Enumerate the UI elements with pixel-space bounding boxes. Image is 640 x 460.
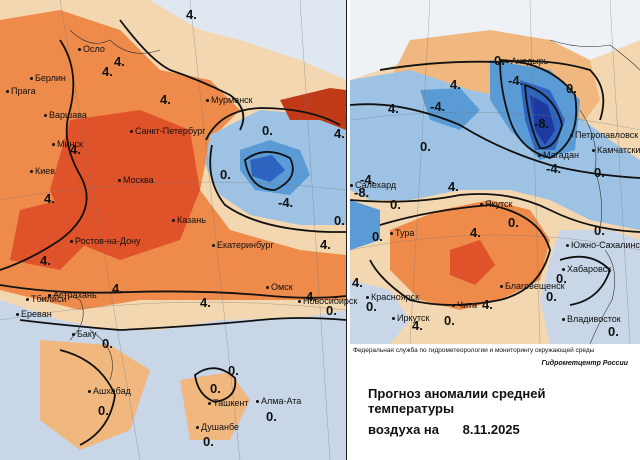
- city-label: Анадырь: [506, 56, 548, 66]
- isoline-value-label: 0.: [594, 165, 605, 180]
- isoline-value-label: 0.: [228, 363, 239, 378]
- isoline-value-label: 0.: [390, 197, 401, 212]
- city-label: Чита: [452, 300, 477, 310]
- isoline-value-label: 0.: [203, 434, 214, 449]
- city-label: Осло: [78, 44, 105, 54]
- isoline-value-label: 4.: [306, 289, 317, 304]
- isoline-value-label: 0.: [220, 167, 231, 182]
- isoline-value-label: 4.: [70, 142, 81, 157]
- isoline-value-label: -4.: [546, 161, 562, 176]
- city-label: Казань: [172, 215, 206, 225]
- title-line-2: воздуха на 8.11.2025: [368, 422, 628, 437]
- city-label: Якутск: [480, 199, 513, 209]
- isoline-value-label: 0.: [102, 336, 113, 351]
- isoline-value-label: 4.: [388, 101, 399, 116]
- map-title: Прогноз аномалии средней температуры воз…: [368, 386, 628, 437]
- isoline-value-label: 4.: [412, 318, 423, 333]
- isoline-value-label: 0.: [262, 123, 273, 138]
- city-label: Иркутск: [392, 313, 429, 323]
- isoline-value-label: 4.: [334, 126, 345, 141]
- isoline-value-label: 0.: [366, 299, 377, 314]
- city-label: Южно-Сахалинск: [566, 240, 640, 250]
- isoline-value-label: 4.: [482, 297, 493, 312]
- city-label: Хабаровск: [562, 264, 611, 274]
- isoline-value-label: 4.: [44, 191, 55, 206]
- isoline-value-label: 0.: [210, 381, 221, 396]
- isoline-value-label: 4.: [102, 64, 113, 79]
- city-label: Салехард: [350, 180, 396, 190]
- city-label: Тура: [390, 228, 414, 238]
- isoline-value-label: 4.: [200, 295, 211, 310]
- isoline-value-label: 0.: [546, 289, 557, 304]
- city-label: Ереван: [16, 309, 52, 319]
- agency-name: Федеральная служба по гидрометеорологии …: [353, 347, 595, 354]
- city-label: Новосибирск: [298, 296, 357, 306]
- city-label: Магадан: [538, 150, 579, 160]
- isoline-value-label: 0.: [494, 53, 505, 68]
- city-label: Киев: [30, 166, 55, 176]
- isoline-value-label: 0.: [556, 271, 567, 286]
- isoline-value-label: 4.: [320, 237, 331, 252]
- city-label: Благовещенск: [500, 281, 565, 291]
- isoline-value-label: -8.: [534, 116, 550, 131]
- isoline-value-label: -4.: [430, 99, 446, 114]
- isoline-value-label: 0.: [334, 213, 345, 228]
- isoline-value-label: 4.: [352, 275, 363, 290]
- city-label: Камчатский: [592, 145, 640, 155]
- city-label: Ташкент: [208, 398, 248, 408]
- title-line-1: Прогноз аномалии средней температуры: [368, 386, 546, 416]
- city-label: Ашхабад: [88, 386, 131, 396]
- isoline-value-label: 4.: [448, 179, 459, 194]
- map-west-svg: [0, 0, 346, 460]
- isoline-value-label: -4.: [508, 73, 524, 88]
- city-label: Екатеринбург: [212, 240, 274, 250]
- city-label: Прага: [6, 86, 36, 96]
- isoline-value-label: 4.: [112, 281, 123, 296]
- city-label: Варшава: [44, 110, 87, 120]
- isoline-value-label: 0.: [594, 223, 605, 238]
- isoline-value-label: 0.: [608, 324, 619, 339]
- isoline-value-label: 0.: [266, 409, 277, 424]
- isoline-value-label: 0.: [420, 139, 431, 154]
- city-label: Красноярск: [366, 292, 419, 302]
- isoline-value-label: 0.: [444, 313, 455, 328]
- isoline-value-label: 4.: [114, 54, 125, 69]
- city-label: Баку: [72, 329, 96, 339]
- title-line-2-prefix: воздуха на: [368, 422, 440, 437]
- isoline-value-label: 0.: [98, 403, 109, 418]
- city-label: Астрахань: [48, 290, 97, 300]
- city-label: Душанбе: [196, 422, 239, 432]
- city-label: Санкт-Петербург: [130, 126, 206, 136]
- city-label: Минск: [52, 139, 83, 149]
- city-label: Мурманск: [206, 95, 253, 105]
- city-label: Тбилиси: [26, 294, 67, 304]
- isoline-value-label: 4.: [186, 7, 197, 22]
- city-label: Москва: [118, 175, 154, 185]
- isoline-value-label: 0.: [372, 229, 383, 244]
- isoline-value-label: 4.: [40, 253, 51, 268]
- center-name: Гидрометцентр России: [541, 360, 629, 367]
- city-label: Берлин: [30, 73, 66, 83]
- city-label: Алма-Ата: [256, 396, 301, 406]
- city-label: Петропавловск: [570, 130, 638, 140]
- isoline-value-label: 0.: [326, 303, 337, 318]
- isoline-value-label: 0.: [508, 215, 519, 230]
- forecast-date: 8.11.2025: [462, 422, 520, 437]
- city-label: Омск: [266, 282, 293, 292]
- city-label: Ростов-на-Дону: [70, 236, 141, 246]
- isoline-value-label: -4.: [360, 172, 376, 187]
- panel-divider: [346, 0, 347, 460]
- city-label: Владивосток: [562, 314, 621, 324]
- map-panel-west: [0, 0, 346, 460]
- credit-block: Федеральная служба по гидрометеорологии …: [353, 346, 638, 370]
- isoline-value-label: 4.: [450, 77, 461, 92]
- isoline-value-label: -8.: [354, 185, 370, 200]
- isoline-value-label: 4.: [160, 92, 171, 107]
- isoline-value-label: -4.: [278, 195, 294, 210]
- isoline-value-label: 4.: [470, 225, 481, 240]
- isoline-value-label: 0.: [566, 81, 577, 96]
